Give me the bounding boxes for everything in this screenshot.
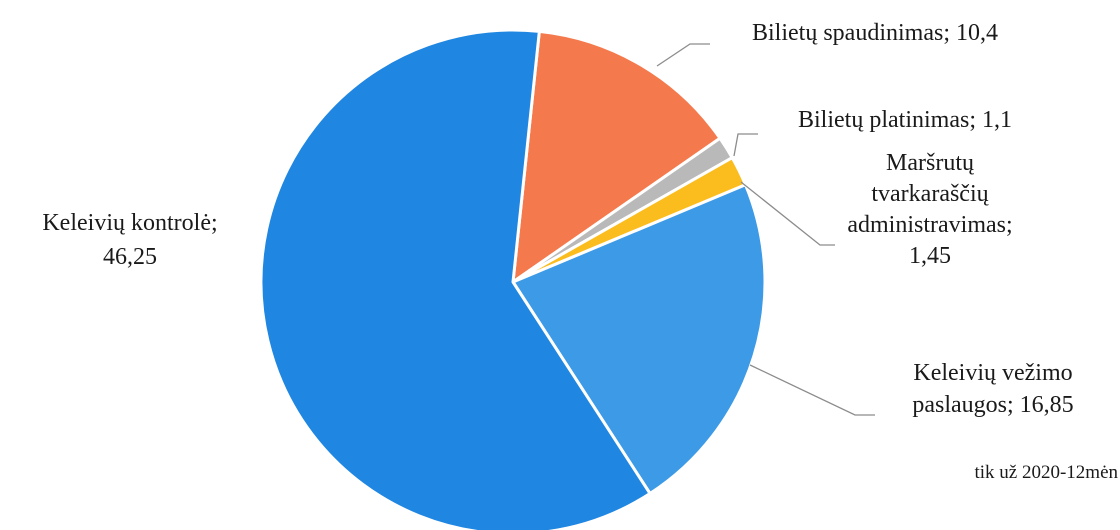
slice-label-3: Maršrutų tvarkaraščių administravimas; 1,45 <box>847 150 1012 269</box>
slice-label-line: 1,45 <box>909 243 951 269</box>
slice-label-line: paslaugos; 16,85 <box>912 392 1073 418</box>
slice-label-line: Keleivių vežimo <box>913 360 1072 386</box>
slice-label-line: Keleivių kontrolė; <box>42 210 217 236</box>
slice-label-line: Maršrutų <box>886 150 975 176</box>
slice-label-5: Keleivių kontrolė; 46,25 <box>42 210 217 270</box>
slice-label-1: Bilietų spaudinimas; 10,4 <box>752 20 998 46</box>
pie-slice-1 <box>511 29 722 284</box>
slice-label-line: tvarkaraščių <box>871 181 989 207</box>
slice-label-line: 46,25 <box>103 244 157 270</box>
leader-line-4 <box>749 364 875 416</box>
leader-line-3 <box>740 181 835 246</box>
pie-slice-5 <box>259 28 652 530</box>
slice-label-line: Bilietų platinimas; 1,1 <box>798 107 1012 133</box>
leader-line-1 <box>656 43 710 67</box>
slice-label-line: Bilietų spaudinimas; 10,4 <box>752 20 998 46</box>
leader-lines <box>656 43 875 416</box>
leader-line-2 <box>733 133 758 157</box>
slice-label-line: administravimas; <box>847 212 1012 238</box>
slice-label-2: Bilietų platinimas; 1,1 <box>798 107 1012 133</box>
slice-labels: Bilietų spaudinimas; 10,4 Bilietų platini… <box>42 20 1073 418</box>
slice-label-4: Keleivių vežimo paslaugos; 16,85 <box>912 360 1073 418</box>
period-note: tik už 2020-12mėn <box>974 462 1118 483</box>
pie-slices <box>259 28 767 530</box>
pie-slice-4 <box>511 183 767 495</box>
